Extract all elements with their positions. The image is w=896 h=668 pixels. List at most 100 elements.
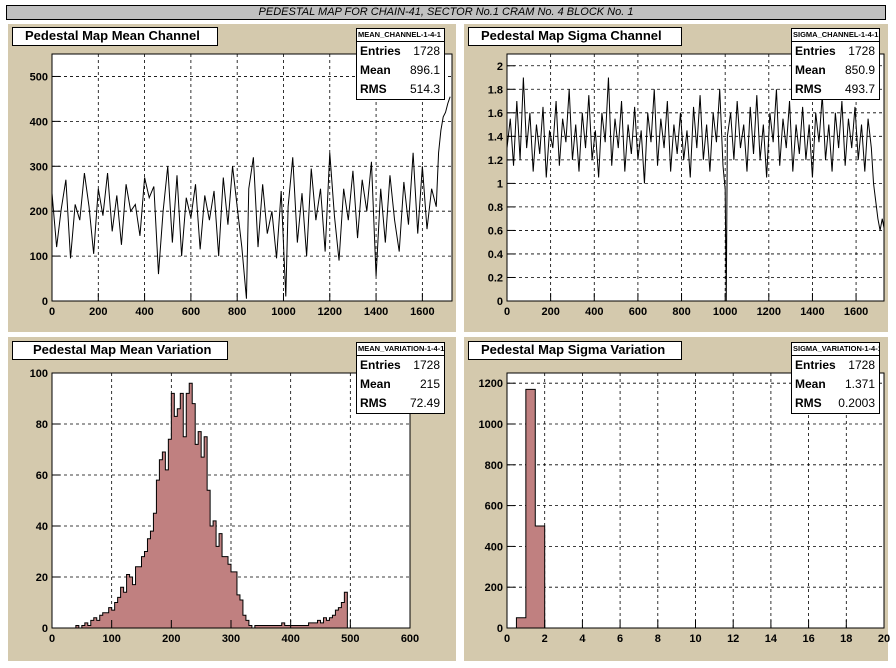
- window-title: PEDESTAL MAP FOR CHAIN-41, SECTOR No.1 C…: [6, 5, 886, 20]
- pad-sigma-variation: 0 2 4 6 8 10 12 14 16 18 20 0 200 400 600 800 1000 1200 P…: [464, 337, 890, 661]
- y-tick-label: 500: [30, 71, 48, 83]
- plot-frame: [51, 53, 453, 302]
- y-tick-label: 100: [30, 251, 48, 263]
- stats-value: 514.3: [409, 82, 440, 96]
- stats-value: 1.371: [844, 377, 875, 391]
- y-tick-label: 1.6: [488, 108, 503, 120]
- stats-name: MEAN_VARIATION-1-4-1: [357, 343, 444, 356]
- y-tick-label: 300: [30, 161, 48, 173]
- histogram-bars: [52, 382, 351, 629]
- stats-rms-row: RMS 0.2003: [792, 394, 879, 413]
- x-tick-label: 600: [182, 306, 200, 318]
- series-line: [506, 77, 885, 302]
- stats-label: RMS: [360, 396, 387, 410]
- stats-entries-row: Entries 1728: [357, 356, 444, 375]
- x-tick-label: 600: [401, 633, 419, 645]
- stats-box: SIGMA_CHANNEL-1-4-1 Entries 1728 Mean 850.…: [791, 28, 880, 100]
- stats-mean-row: Mean 850.9: [792, 61, 879, 80]
- y-tick-label: 800: [485, 460, 503, 472]
- stats-value: 850.9: [844, 63, 875, 77]
- stats-value: 0.2003: [838, 396, 875, 410]
- y-tick-label: 40: [36, 521, 48, 533]
- stats-value: 1728: [848, 358, 875, 372]
- series-line: [51, 96, 451, 299]
- x-tick-label: 18: [840, 633, 852, 645]
- y-tick-label: 200: [30, 206, 48, 218]
- y-tick-label: 60: [36, 470, 48, 482]
- stats-label: Entries: [795, 44, 836, 58]
- pad-mean-variation: 0 100 200 300 400 500 600 0 20 40 60 80 100 Pedestal…: [8, 337, 456, 661]
- stats-label: Mean: [795, 377, 826, 391]
- pad-mean-channel: 0 200 400 600 800 1000 1200 1400 1600 0 100 200 300 4…: [8, 24, 456, 332]
- y-tick-label: 0.4: [488, 249, 504, 261]
- stats-label: Entries: [795, 358, 836, 372]
- stats-label: RMS: [795, 396, 822, 410]
- stats-mean-row: Mean 215: [357, 375, 444, 394]
- chart-svg: 0 100 200 300 400 500 600 0 20 40 60 80 100: [30, 368, 420, 645]
- y-tick-label: 0: [42, 623, 48, 635]
- y-tick-label: 0: [497, 296, 503, 308]
- x-tick-label: 600: [629, 306, 647, 318]
- stats-value: 1728: [413, 358, 440, 372]
- x-tick-label: 1400: [364, 306, 388, 318]
- stats-name: SIGMA_CHANNEL-1-4-1: [792, 29, 879, 42]
- x-tick-label: 1200: [318, 306, 342, 318]
- stats-label: RMS: [795, 82, 822, 96]
- stats-entries-row: Entries 1728: [792, 356, 879, 375]
- x-tick-label: 400: [281, 633, 299, 645]
- pad-sigma-channel: 0 200 400 600 800 1000 1200 1400 1600 0 0.2 0.4 0.6 0…: [464, 24, 888, 332]
- stats-mean-row: Mean 1.371: [792, 375, 879, 394]
- x-tick-label: 12: [727, 633, 739, 645]
- stats-label: Mean: [360, 377, 391, 391]
- y-tick-label: 1.2: [488, 155, 503, 167]
- y-tick-label: 0.6: [488, 225, 503, 237]
- stats-name: MEAN_CHANNEL-1-4-1: [357, 29, 444, 42]
- x-tick-label: 4: [579, 633, 586, 645]
- stats-rms-row: RMS 493.7: [792, 80, 879, 99]
- x-tick-label: 1000: [271, 306, 295, 318]
- chart-title: Pedestal Map Mean Channel: [12, 27, 218, 46]
- x-tick-label: 16: [802, 633, 814, 645]
- stats-box: MEAN_VARIATION-1-4-1 Entries 1728 Mean 215…: [356, 342, 445, 414]
- y-tick-label: 1.8: [488, 84, 503, 96]
- x-tick-label: 10: [689, 633, 701, 645]
- y-tick-label: 400: [485, 541, 503, 553]
- stats-entries-row: Entries 1728: [357, 42, 444, 61]
- y-tick-label: 80: [36, 419, 48, 431]
- y-tick-label: 200: [485, 582, 503, 594]
- y-tick-label: 100: [30, 368, 48, 380]
- x-tick-label: 800: [228, 306, 246, 318]
- y-tick-label: 20: [36, 572, 48, 584]
- y-tick-label: 1: [497, 178, 503, 190]
- stats-rms-row: RMS 514.3: [357, 80, 444, 99]
- chart-title: Pedestal Map Sigma Variation: [468, 341, 682, 360]
- stats-value: 1728: [413, 44, 440, 58]
- stats-value: 493.7: [844, 82, 875, 96]
- x-tick-label: 800: [672, 306, 690, 318]
- y-tick-label: 1.4: [488, 131, 504, 143]
- y-tick-label: 2: [497, 61, 503, 73]
- x-tick-label: 0: [49, 633, 55, 645]
- stats-box: SIGMA_VARIATION-1-4-1 Entries 1728 Mean 1.…: [791, 342, 880, 414]
- x-tick-label: 1400: [800, 306, 824, 318]
- stats-label: Entries: [360, 358, 401, 372]
- y-tick-label: 400: [30, 116, 48, 128]
- x-tick-label: 0: [49, 306, 55, 318]
- x-tick-label: 1000: [713, 306, 737, 318]
- stats-label: Entries: [360, 44, 401, 58]
- x-tick-label: 2: [542, 633, 548, 645]
- y-tick-label: 0.2: [488, 272, 503, 284]
- y-tick-label: 0.8: [488, 202, 503, 214]
- chart-title: Pedestal Map Sigma Channel: [468, 27, 682, 46]
- x-tick-label: 0: [504, 306, 510, 318]
- y-tick-label: 600: [485, 501, 503, 513]
- x-tick-label: 100: [102, 633, 120, 645]
- stats-label: Mean: [795, 63, 826, 77]
- x-tick-label: 8: [655, 633, 661, 645]
- x-tick-label: 200: [89, 306, 107, 318]
- stats-value: 215: [419, 377, 440, 391]
- x-tick-label: 400: [585, 306, 603, 318]
- x-tick-label: 0: [504, 633, 510, 645]
- stats-entries-row: Entries 1728: [792, 42, 879, 61]
